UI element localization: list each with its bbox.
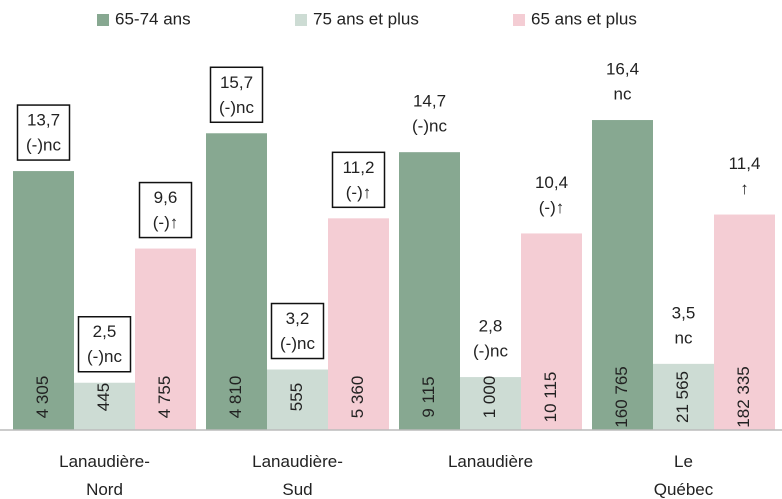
count-label: 5 360	[348, 376, 367, 419]
bar	[592, 120, 653, 430]
legend-label: 75 ans et plus	[313, 9, 419, 28]
bar	[460, 377, 521, 430]
bar	[206, 133, 267, 430]
value-note: (-)nc	[412, 117, 447, 136]
legend-swatch	[295, 14, 307, 26]
bar	[653, 363, 714, 430]
count-label: 21 565	[673, 371, 692, 423]
label-box	[209, 66, 264, 124]
value-label: 11,4	[729, 154, 761, 173]
value-note: (-)↑	[346, 183, 371, 202]
value-note: (-)nc	[87, 347, 122, 366]
label-box	[331, 151, 386, 209]
value-label: 10,4	[535, 173, 568, 192]
count-label: 4 755	[155, 376, 174, 419]
count-label: 10 115	[541, 372, 560, 423]
count-label: 1 000	[480, 376, 499, 419]
x-tick-label: Lanaudière	[447, 452, 534, 471]
value-note: (-)↑	[539, 198, 564, 217]
value-label: 14,7	[413, 92, 446, 111]
count-label: 182 335	[734, 366, 753, 427]
value-note: ↑	[740, 179, 749, 198]
value-note: nc	[614, 85, 632, 104]
bar	[714, 214, 775, 430]
bar	[328, 218, 389, 430]
value-note: (-)nc	[26, 136, 61, 155]
count-label: 555	[287, 383, 306, 411]
count-label: 9 115	[419, 376, 438, 417]
value-label: 2,5	[93, 322, 117, 341]
value-note: (-)nc	[219, 98, 254, 117]
value-note: (-)↑	[153, 213, 178, 232]
count-label: 445	[94, 383, 113, 411]
bar	[521, 233, 582, 430]
x-tick-label: Le Québec	[653, 452, 714, 499]
bar	[135, 248, 196, 430]
legend-label: 65-74 ans	[115, 9, 191, 28]
legend-label: 65 ans et plus	[531, 9, 637, 28]
bar	[13, 171, 74, 430]
value-label: 3,2	[286, 309, 310, 328]
x-tick-label: Lanaudière- Sud	[252, 452, 343, 499]
count-label: 4 305	[33, 376, 52, 419]
x-tick-label: Lanaudière- Nord	[59, 452, 150, 499]
label-box	[16, 104, 71, 161]
legend-swatch	[97, 14, 109, 26]
value-note: (-)nc	[473, 342, 508, 361]
bar	[399, 152, 460, 431]
label-box	[270, 302, 325, 360]
value-note: (-)nc	[280, 334, 315, 353]
value-note: nc	[675, 328, 693, 347]
value-label: 11,2	[343, 158, 375, 177]
value-label: 3,5	[672, 303, 696, 322]
count-label: 160 765	[612, 366, 631, 427]
count-label: 4 810	[226, 376, 245, 419]
label-box	[138, 181, 193, 239]
value-label: 13,7	[27, 111, 60, 130]
value-label: 15,7	[220, 73, 253, 92]
value-label: 9,6	[154, 188, 178, 207]
label-box	[77, 316, 132, 373]
value-label: 16,4	[606, 60, 639, 79]
bar	[267, 369, 328, 430]
value-label: 2,8	[479, 317, 503, 336]
bar	[74, 382, 135, 430]
legend-swatch	[513, 14, 525, 26]
